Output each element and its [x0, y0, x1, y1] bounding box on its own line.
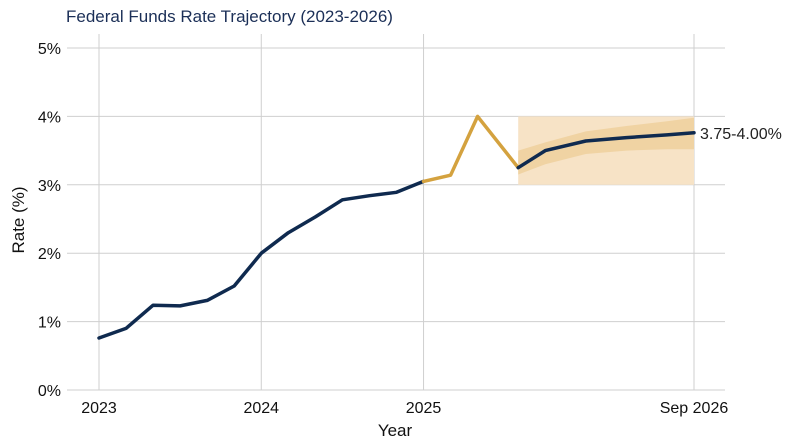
y-tick-label-5: 5%	[38, 41, 61, 58]
y-tick-label-3: 3%	[38, 178, 61, 195]
y-axis-label: Rate (%)	[9, 186, 28, 253]
y-axis-ticks: 0% 1% 2% 3% 4% 5%	[38, 41, 61, 400]
forecast-band	[518, 116, 694, 185]
x-tick-label-1: 2024	[243, 400, 279, 417]
y-tick-label-4: 4%	[38, 109, 61, 126]
y-tick-label-0: 0%	[38, 383, 61, 400]
x-tick-label-0: 2023	[81, 400, 117, 417]
x-tick-label-3: Sep 2026	[660, 400, 729, 417]
chart-title: Federal Funds Rate Trajectory (2023-2026…	[66, 7, 393, 26]
x-tick-label-2: 2025	[406, 400, 442, 417]
series-line-1	[421, 114, 520, 184]
y-tick-label-1: 1%	[38, 315, 61, 332]
x-axis-ticks: 2023 2024 2025 Sep 2026	[81, 400, 728, 417]
y-tick-label-2: 2%	[38, 246, 61, 263]
series-lines	[97, 114, 696, 340]
forecast-annotation: 3.75-4.00%	[700, 126, 782, 143]
forecast-band-inner	[518, 117, 694, 175]
x-axis-label: Year	[378, 421, 413, 440]
grid	[67, 34, 725, 391]
series-line-2	[516, 131, 696, 170]
series-line-0	[97, 179, 426, 340]
